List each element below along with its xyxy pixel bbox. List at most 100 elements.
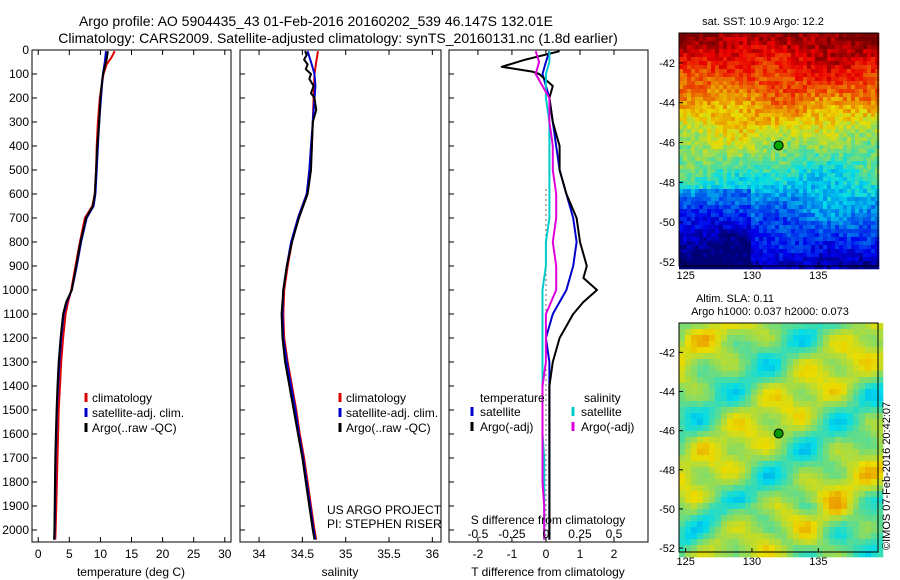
map-cell [711,233,716,238]
map-cell [835,551,842,558]
map-cell [685,401,692,408]
map-cell [807,121,812,126]
map-cell [807,173,812,178]
map-cell [723,181,728,186]
map-cell [811,173,816,178]
map-cell [769,455,776,462]
map-cell [679,145,684,150]
map-cell [763,407,770,414]
map-cell [795,145,800,150]
map-cell [699,213,704,218]
map-cell [697,425,704,432]
map-cell [841,479,848,486]
map-cell [715,551,722,558]
map-cell [859,181,864,186]
map-cell [791,33,796,38]
map-cell [787,53,792,58]
map-cell [855,213,860,218]
map-cell [787,225,792,230]
map-cell [817,491,824,498]
map-cell [851,101,856,106]
map-cell [815,181,820,186]
map-cell [851,257,856,262]
map-cell [697,539,704,546]
map-cell [727,225,732,230]
map-cell [815,97,820,102]
map-cell [875,97,880,102]
map-cell [755,249,760,254]
map-cell [715,335,722,342]
map-cell [815,37,820,42]
map-cell [823,73,828,78]
map-cell [691,419,698,426]
map-cell [743,133,748,138]
map-cell [771,265,776,270]
map-cell [747,213,752,218]
map-cell [791,181,796,186]
map-cell [755,157,760,162]
x-tick-label: 0 [543,547,550,561]
map-cell [819,201,824,206]
map-cell [795,41,800,46]
map-cell [815,137,820,142]
map-cell [679,449,686,456]
map-cell [733,521,740,528]
map-cell [679,213,684,218]
pi-annotation: PI: STEPHEN RISER [327,517,442,531]
map-cell [767,105,772,110]
map-cell [707,117,712,122]
map-cell [767,69,772,74]
map-cell [863,117,868,122]
map-cell [843,149,848,154]
map-cell [767,257,772,262]
map-cell [811,265,816,270]
map-cell [743,41,748,46]
map-cell [715,213,720,218]
map-cell [871,113,876,118]
map-cell [775,113,780,118]
map-cell [731,141,736,146]
map-cell [775,57,780,62]
map-cell [683,45,688,50]
map-cell [775,133,780,138]
map-cell [757,389,764,396]
map-cell [769,473,776,480]
map-cell [735,41,740,46]
map-cell [855,69,860,74]
map-cell [721,377,728,384]
map-cell [875,101,880,106]
map-cell [787,177,792,182]
map-cell [685,407,692,414]
map-cell [727,49,732,54]
map-cell [795,53,800,58]
map-cell [711,173,716,178]
map-cell [751,365,758,372]
map-cell [771,69,776,74]
map-cell [757,515,764,522]
map-cell [811,45,816,50]
map-cell [855,89,860,94]
map-cell [835,491,842,498]
map-cell [755,245,760,250]
map-cell [855,77,860,82]
map-cell [815,209,820,214]
map-cell [721,353,728,360]
map-cell [831,121,836,126]
map-cell [719,117,724,122]
map-cell [847,323,854,330]
y-tick-label: 1300 [2,355,29,369]
map-cell [843,173,848,178]
map-cell [787,461,794,468]
map-cell [787,105,792,110]
map-cell [755,125,760,130]
map-cell [763,113,768,118]
map-cell [715,105,720,110]
map-cell [875,109,880,114]
map-cell [707,257,712,262]
map-cell [707,141,712,146]
map-cell [783,173,788,178]
map-cell [703,161,708,166]
map-cell [707,193,712,198]
map-cell [763,455,770,462]
map-cell [745,407,752,414]
